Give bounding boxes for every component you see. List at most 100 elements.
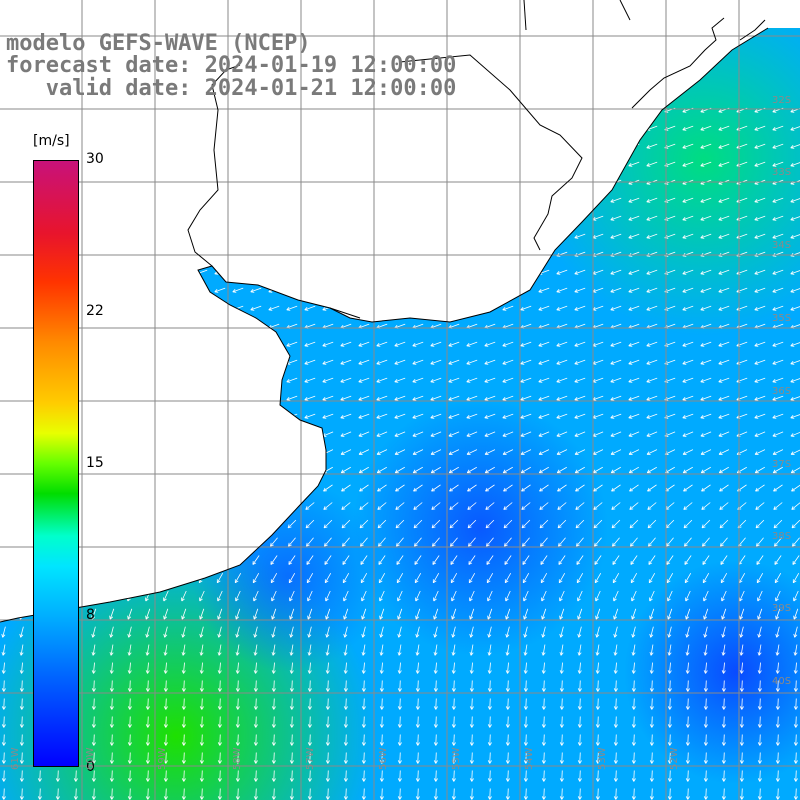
wind-arrow <box>772 466 783 474</box>
wind-arrow <box>702 555 710 565</box>
wind-arrow <box>412 413 424 419</box>
wind-arrow <box>343 626 348 638</box>
wind-arrow <box>235 590 241 602</box>
wind-arrow <box>649 788 654 800</box>
wind-arrow <box>646 431 658 437</box>
wind-arrow <box>397 716 402 728</box>
wind-arrow <box>340 395 352 401</box>
wind-arrow <box>577 644 582 656</box>
wind-arrow <box>109 752 114 764</box>
wind-arrow <box>324 537 332 547</box>
wind-arrow <box>109 644 114 656</box>
colorbar-tick-8: 8 <box>86 607 95 623</box>
colorbar-tick-0: 0 <box>86 759 95 775</box>
wind-arrow <box>271 788 276 800</box>
wind-arrow <box>541 788 546 800</box>
wind-arrow <box>610 413 622 419</box>
wind-arrow <box>647 502 657 510</box>
wind-arrow <box>700 197 712 203</box>
wind-arrow <box>631 626 636 638</box>
wind-arrow <box>754 305 766 311</box>
lat-label: 38S <box>772 531 792 542</box>
lon-label: 60W <box>85 747 96 770</box>
wind-arrow <box>1 644 6 656</box>
wind-arrow <box>793 716 798 728</box>
wind-arrow <box>631 680 636 692</box>
wind-arrow <box>234 573 242 584</box>
wind-arrow <box>630 537 638 547</box>
wind-arrow <box>595 770 600 782</box>
wind-arrow <box>613 716 618 728</box>
wind-arrow <box>484 377 496 383</box>
wind-arrow <box>559 770 564 782</box>
wind-arrow <box>754 395 766 401</box>
wind-arrow <box>700 466 711 474</box>
wind-arrow <box>646 233 658 239</box>
wind-arrow <box>541 608 547 620</box>
wind-arrow <box>415 716 420 728</box>
wind-arrow <box>541 716 546 728</box>
wind-arrow <box>628 377 640 383</box>
wind-arrow <box>127 770 132 782</box>
wind-arrow <box>145 716 150 728</box>
wind-arrow <box>487 698 492 710</box>
wind-arrow <box>538 287 550 293</box>
wind-arrow <box>523 770 528 782</box>
wind-arrow <box>433 770 438 782</box>
wind-arrow <box>720 573 728 584</box>
wind-arrow <box>610 359 622 365</box>
wind-arrow <box>91 608 97 620</box>
wind-arrow <box>703 770 708 782</box>
wind-arrow <box>613 698 618 710</box>
wind-arrow <box>682 377 694 383</box>
wind-arrow <box>685 716 690 728</box>
wind-arrow <box>235 680 240 692</box>
wind-arrow <box>649 698 654 710</box>
wind-arrow <box>646 269 658 275</box>
wind-arrow <box>574 449 586 455</box>
wind-arrow <box>199 680 204 692</box>
wind-arrow <box>397 770 402 782</box>
wind-arrow <box>163 626 168 638</box>
wind-arrow <box>754 143 766 149</box>
wind-arrow <box>235 752 240 764</box>
wind-arrow <box>594 537 602 547</box>
wind-arrow <box>791 502 800 510</box>
wind-arrow <box>343 752 348 764</box>
wind-arrow <box>793 680 798 692</box>
wind-arrow <box>358 413 370 419</box>
wind-arrow <box>307 770 312 782</box>
wind-arrow <box>538 377 550 383</box>
wind-arrow <box>666 537 674 547</box>
wind-arrow <box>631 662 636 674</box>
wind-arrow <box>505 680 510 692</box>
wind-arrow <box>757 626 762 638</box>
wind-arrow <box>538 305 550 311</box>
wind-arrow <box>91 752 96 764</box>
wind-arrow <box>286 377 298 383</box>
wind-arrow <box>538 395 550 401</box>
wind-arrow <box>556 359 568 365</box>
wind-arrow <box>145 698 150 710</box>
wind-arrow <box>790 269 800 275</box>
lat-label: 39S <box>772 603 792 614</box>
wind-arrow <box>558 555 566 565</box>
wind-arrow <box>377 502 387 510</box>
wind-arrow <box>325 590 331 602</box>
wind-arrow <box>378 573 386 584</box>
wind-arrow <box>559 716 564 728</box>
wind-arrow <box>397 662 402 674</box>
wind-arrow <box>685 788 690 800</box>
title-line-3: valid date: 2024-01-21 12:00:00 <box>6 76 457 101</box>
wind-arrow <box>556 431 568 437</box>
wind-arrow <box>379 734 384 746</box>
wind-arrow <box>721 590 727 602</box>
wind-arrow <box>611 502 621 510</box>
wind-arrow <box>793 698 798 710</box>
wind-arrow <box>376 359 388 365</box>
wind-arrow <box>790 197 800 203</box>
wind-arrow <box>91 716 96 728</box>
wind-arrow <box>772 233 784 239</box>
wind-arrow <box>271 680 276 692</box>
